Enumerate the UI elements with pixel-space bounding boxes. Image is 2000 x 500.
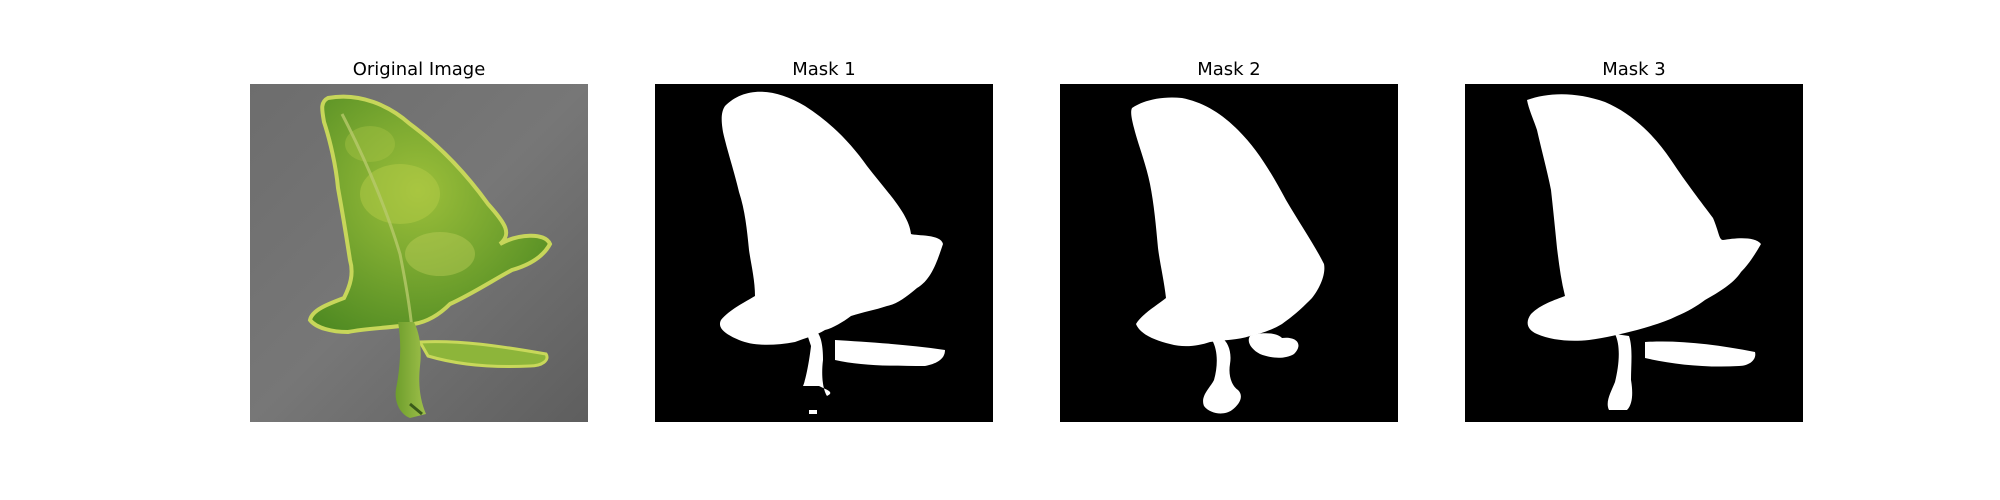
mask-2-image	[1060, 84, 1398, 422]
mask-3-panel: Mask 3	[1465, 56, 1803, 422]
stem-shadow	[409, 402, 423, 416]
mask-1-title: Mask 1	[792, 59, 856, 80]
mask-3-leaflet-region	[1645, 341, 1756, 367]
leaf-midrib	[340, 113, 414, 330]
mask-1-speck	[809, 410, 817, 414]
leaf-mottle-2	[405, 232, 475, 276]
original-image-title: Original Image	[352, 59, 486, 80]
mask-1-image	[655, 84, 993, 422]
mask-3-image	[1465, 84, 1803, 422]
leaf-mottle-1	[360, 164, 440, 224]
mask-3-leaf-region	[1527, 94, 1761, 341]
mask-1-leaflet-region	[835, 340, 945, 366]
leaf-blade	[307, 94, 553, 335]
mask-1-leaf-region	[719, 91, 943, 345]
mask-3-stem-region	[1607, 334, 1633, 410]
mask-3-title: Mask 3	[1602, 59, 1666, 80]
original-image-panel: Original Image	[250, 56, 588, 422]
mask-2-leaf-region	[1131, 97, 1325, 347]
mask-1-panel: Mask 1	[655, 56, 993, 422]
mask-2-title: Mask 2	[1197, 59, 1261, 80]
mask-2-panel: Mask 2	[1060, 56, 1398, 422]
mask-2-leaflet-region	[1248, 333, 1299, 358]
leaf-stem	[395, 322, 426, 418]
mask-2-stem-region	[1203, 338, 1241, 414]
original-leaf-photo	[250, 84, 588, 422]
side-leaflet	[417, 340, 549, 369]
mask-1-stem-region	[803, 332, 831, 396]
leaf-mottle-3	[345, 126, 395, 162]
